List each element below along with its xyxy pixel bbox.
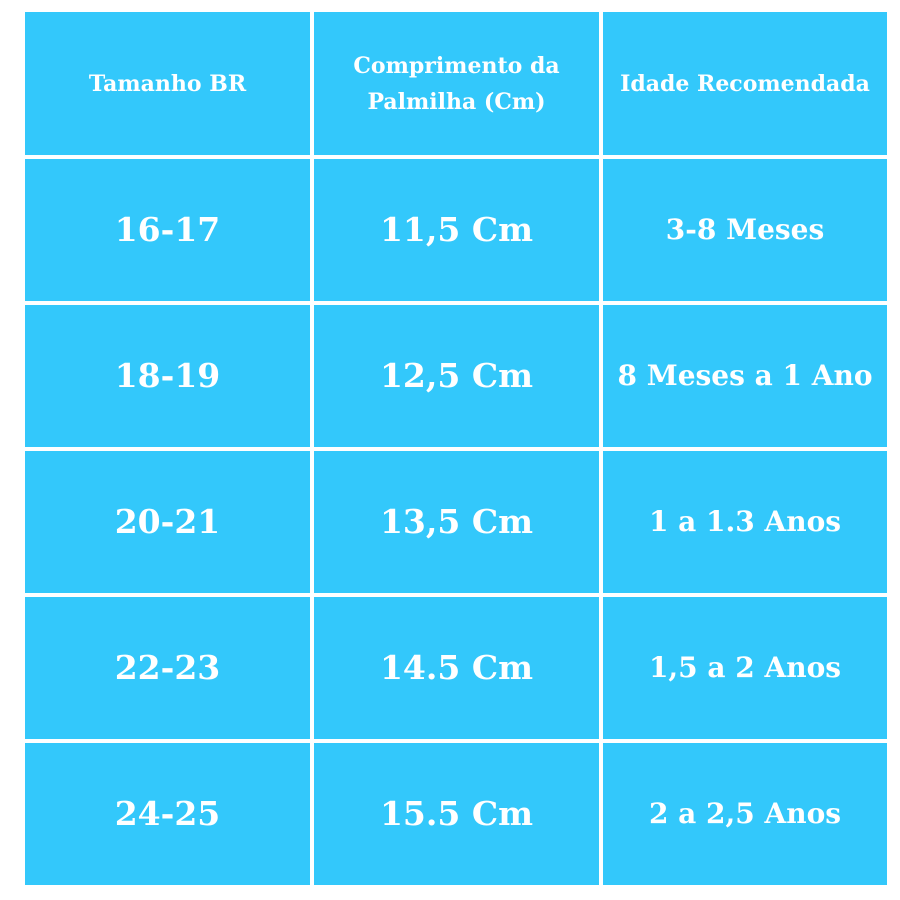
header-recommended-age: Idade Recomendada [603,12,887,155]
row-2-age: 8 Meses a 1 Ano [603,305,887,447]
row-3-age: 1 a 1.3 Anos [603,451,887,593]
header-size-br: Tamanho BR [25,12,310,155]
row-1-size: 16-17 [25,159,310,301]
row-3-size: 20-21 [25,451,310,593]
row-2-size: 18-19 [25,305,310,447]
size-chart-table: Tamanho BR Comprimento da Palmilha (Cm) … [25,12,887,886]
row-4-age: 1,5 a 2 Anos [603,597,887,739]
row-4-length: 14.5 Cm [314,597,599,739]
row-3-length: 13,5 Cm [314,451,599,593]
header-insole-length: Comprimento da Palmilha (Cm) [314,12,599,155]
row-1-length: 11,5 Cm [314,159,599,301]
row-1-age: 3-8 Meses [603,159,887,301]
row-5-length: 15.5 Cm [314,743,599,885]
row-2-length: 12,5 Cm [314,305,599,447]
row-4-size: 22-23 [25,597,310,739]
row-5-age: 2 a 2,5 Anos [603,743,887,885]
row-5-size: 24-25 [25,743,310,885]
